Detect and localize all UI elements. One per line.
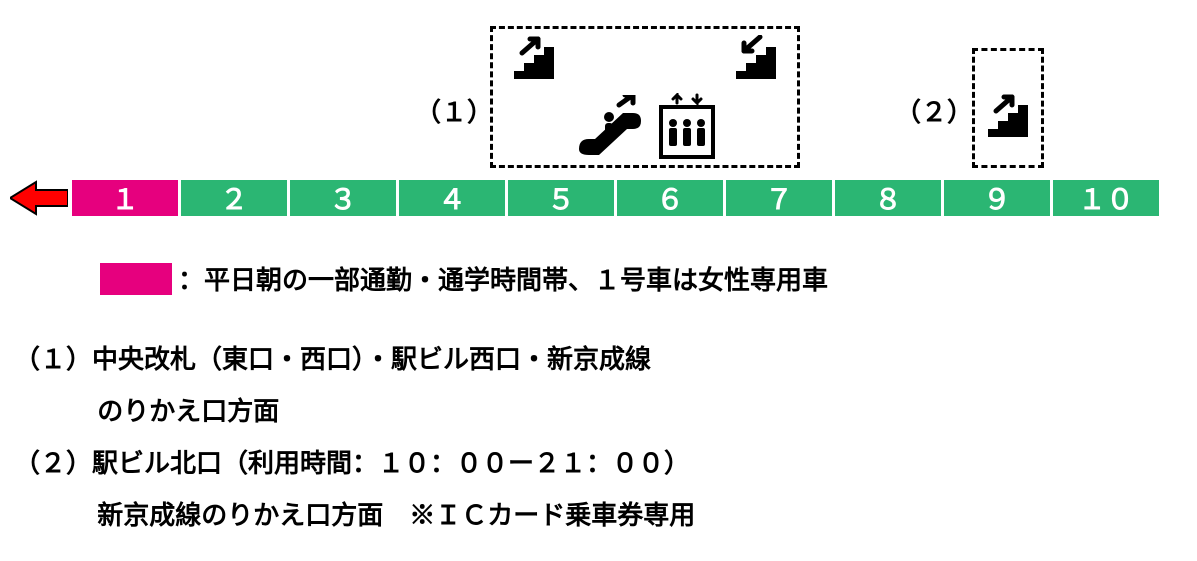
stairs-up-icon	[982, 73, 1034, 143]
car-6: ６	[617, 180, 723, 216]
car-8: ８	[835, 180, 941, 216]
exit-2-box	[972, 48, 1044, 168]
note-1-line-2: のりかえ口方面	[97, 385, 1187, 437]
car-3: ３	[290, 180, 396, 216]
car-row: １ ２ ３ ４ ５ ６ ７ ８ ９ １０	[72, 180, 1159, 216]
exit-1-label: （１）	[415, 92, 493, 129]
car-4: ４	[399, 180, 505, 216]
legend: ：平日朝の一部通勤・通学時間帯、１号車は女性専用車	[100, 260, 1187, 297]
stairs-down-icon	[730, 35, 782, 83]
legend-text: ：平日朝の一部通勤・通学時間帯、１号車は女性専用車	[178, 260, 828, 297]
escalator-up-icon	[575, 95, 645, 159]
note-2-line-2: 新京成線のりかえ口方面 ※ＩＣカード乗車券専用	[97, 489, 1187, 541]
legend-swatch	[100, 263, 172, 295]
note-2-line-1: （２）駅ビル北口（利用時間：１０：００ー２１：００）	[14, 437, 1187, 489]
direction-arrow-icon	[10, 180, 68, 221]
car-7: ７	[726, 180, 832, 216]
car-10: １０	[1053, 180, 1159, 216]
note-1-line-1: （１）中央改札（東口・西口）・駅ビル西口・新京成線	[14, 333, 1187, 385]
platform-diagram: （１） （２） １ ２ ３ ４ ５ ６ ７ ８	[10, 20, 1170, 210]
car-1: １	[72, 180, 178, 216]
exit-1-box	[490, 26, 800, 168]
notes: （１）中央改札（東口・西口）・駅ビル西口・新京成線 のりかえ口方面 （２）駅ビル…	[14, 333, 1187, 541]
car-5: ５	[508, 180, 614, 216]
car-2: ２	[181, 180, 287, 216]
exit-2-label: （２）	[895, 92, 973, 129]
elevator-icon	[659, 93, 715, 159]
stairs-up-icon	[508, 35, 560, 83]
car-9: ９	[944, 180, 1050, 216]
